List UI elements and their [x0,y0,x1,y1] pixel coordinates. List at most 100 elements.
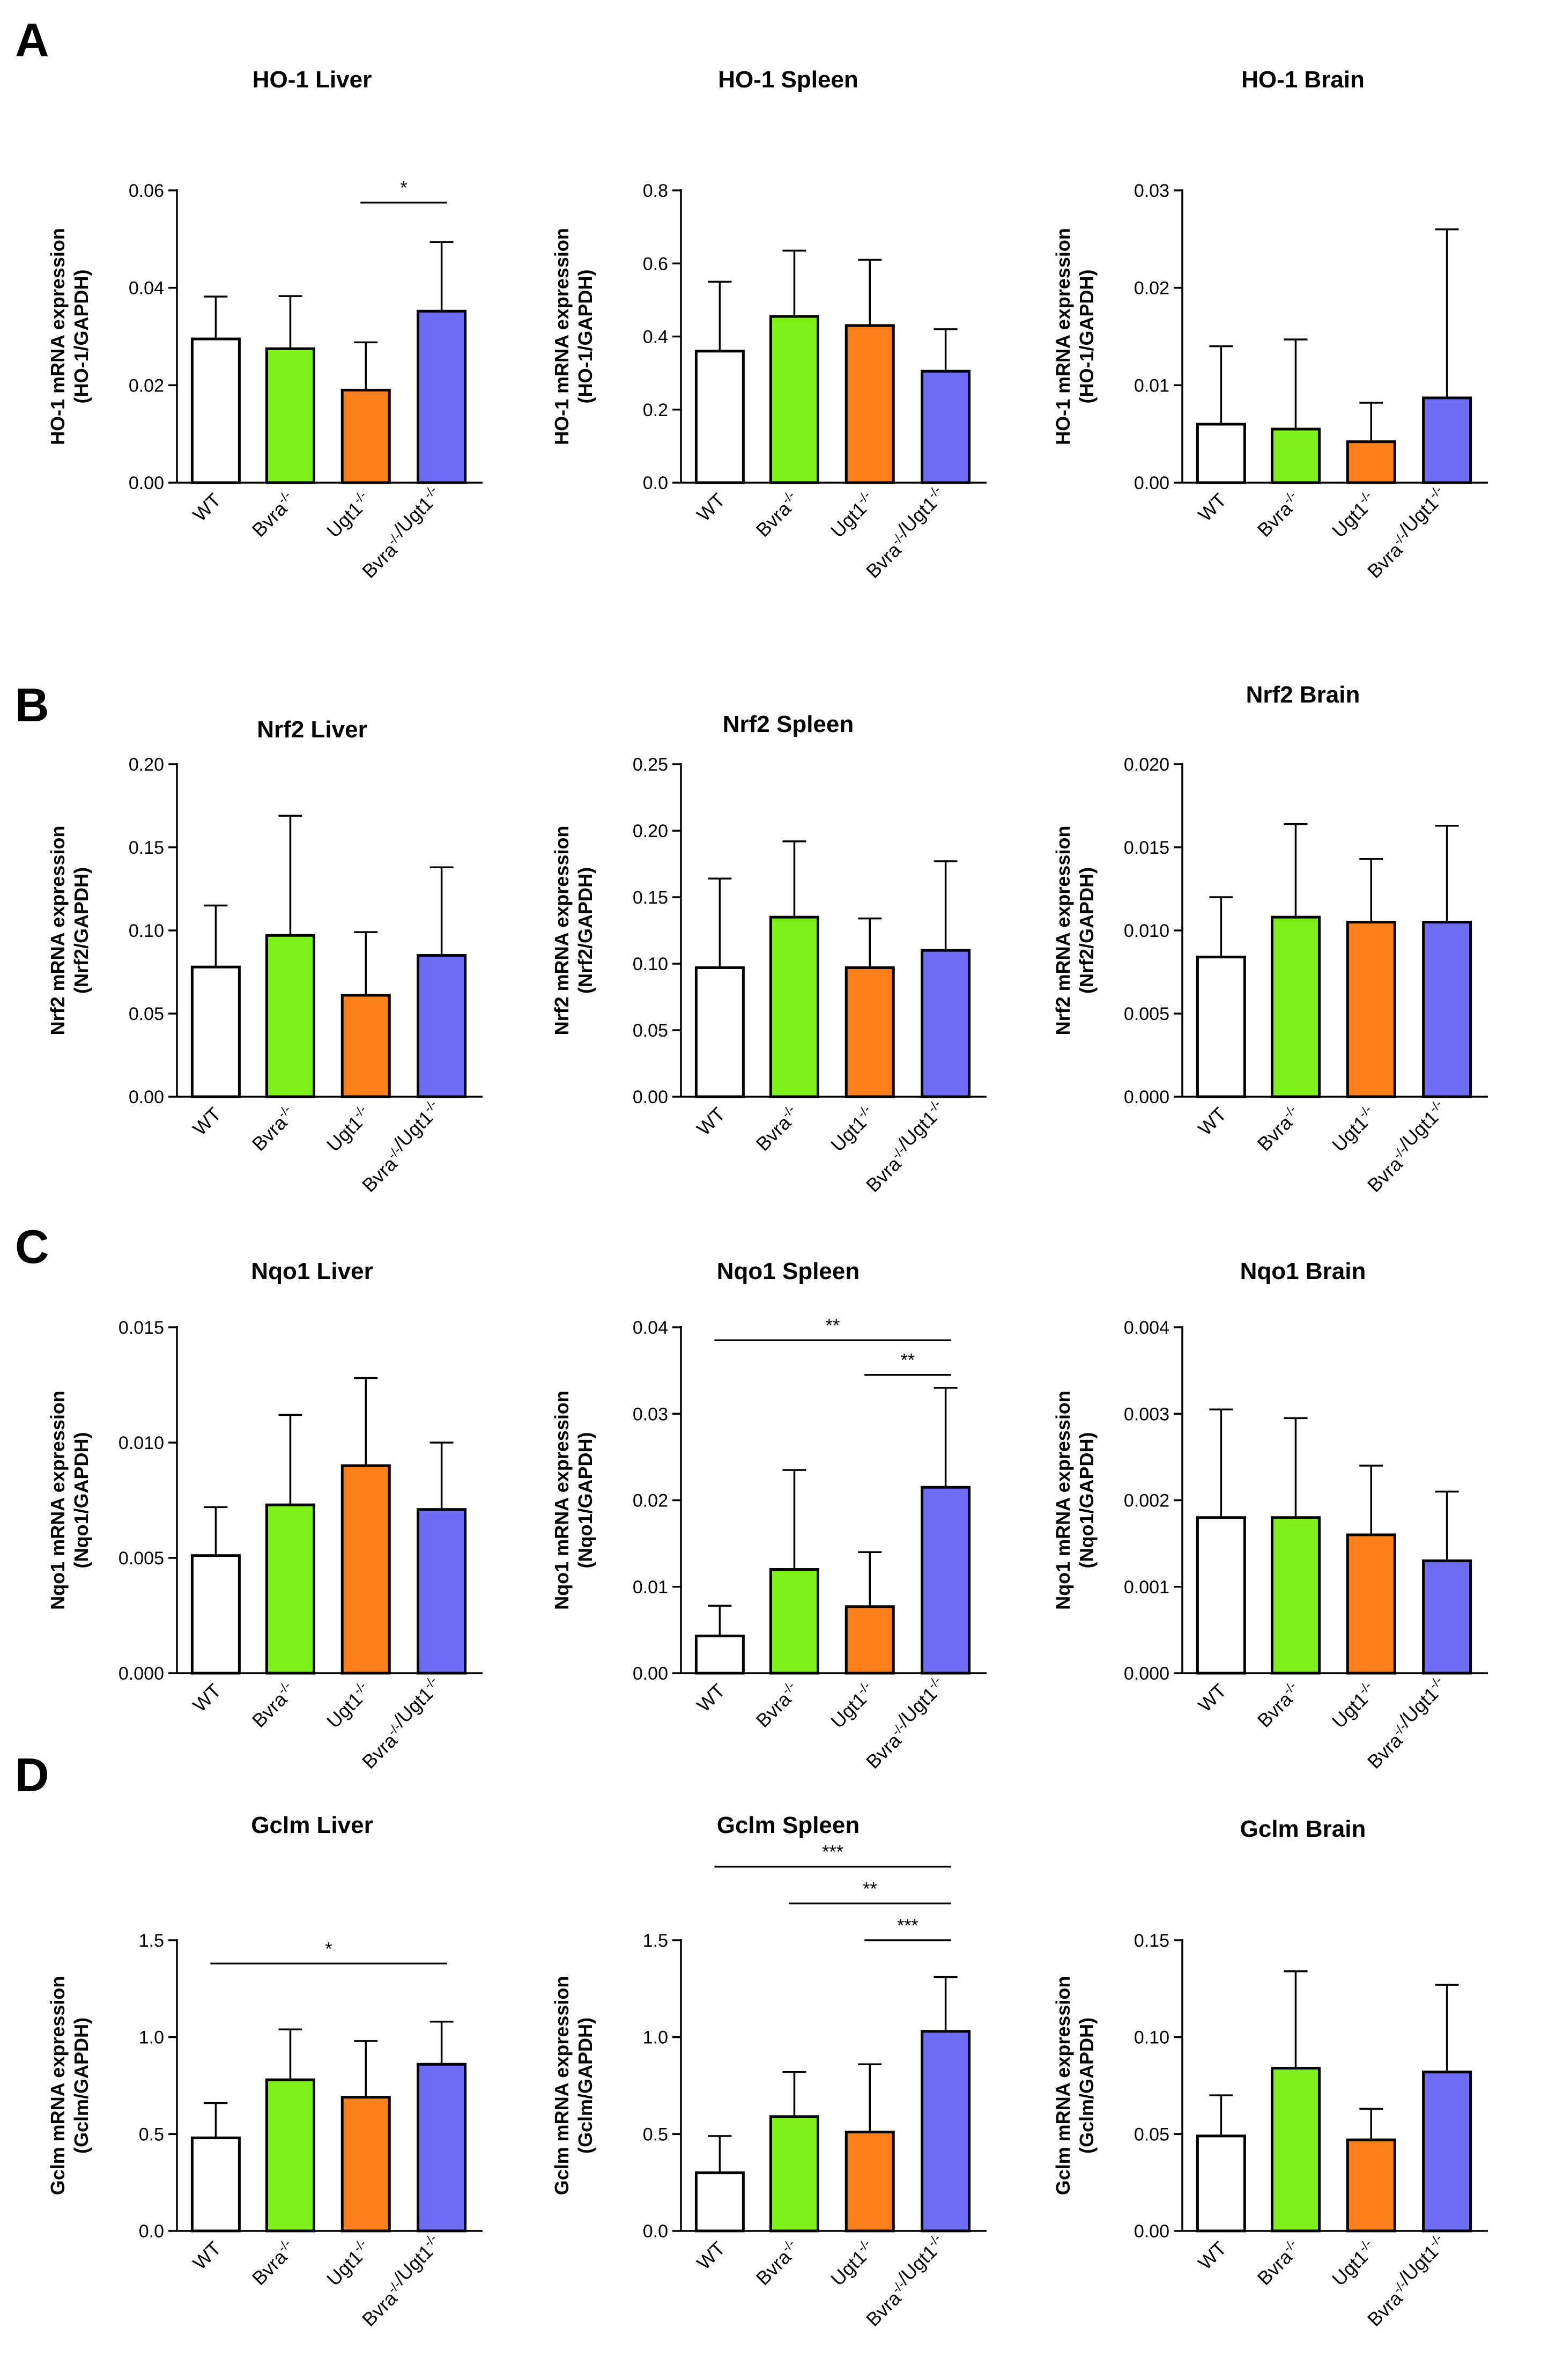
bar-bvra-ugt1 [921,949,971,1098]
x-tick-label: WT [1194,1680,1231,1717]
y-axis-label-line2: (Gclm/GAPDH) [574,2017,596,2154]
panel-letter-b: B [15,678,49,731]
bar-wt [1196,1516,1246,1675]
y-tick-label: 0.5 [643,2124,668,2145]
x-tick-label: Ugt1-/- [826,2236,879,2290]
y-axis-label-line2: (Nqo1/GAPDH) [1076,1432,1098,1569]
y-tick-label: 1.0 [139,2028,164,2048]
x-tick-label: WT [188,489,225,526]
chart-title: Nrf2 Liver [257,716,367,743]
y-tick-label: 0.15 [129,838,164,858]
y-axis-label: Gclm mRNA expression(Gclm/GAPDH) [47,1976,92,2196]
bar-bvra-ugt1 [417,1508,467,1675]
y-tick-label: 0.000 [118,1664,164,1684]
y-tick-label: 0.05 [1134,2124,1169,2145]
bar-bvra [1270,1516,1321,1675]
x-tick-label: Ugt1-/- [1327,2236,1381,2290]
x-tick-label: Bvra-/- [1252,1102,1305,1155]
y-axis-label: HO-1 mRNA expression(HO-1/GAPDH) [551,228,596,445]
x-tick-label: WT [692,1103,729,1140]
y-tick-label: 0.04 [129,278,164,299]
y-tick-label: 1.0 [643,2028,668,2048]
chart-nrf2-spleen: Nrf2 Spleen Nrf2 mRNA expression(Nrf2/GAP… [551,711,987,1196]
x-tick-label: Bvra-/- [1252,2236,1305,2289]
chart-nqo1-liver: Nqo1 Liver Nqo1 mRNA expression(Nqo1/GAPD… [47,1258,483,1773]
chart-title: Nrf2 Brain [1246,682,1360,708]
chart-gclm-liver: Gclm Liver Gclm mRNA expression(Gclm/GAPD… [47,1812,483,2331]
y-axis-label: Nrf2 mRNA expression(Nrf2/GAPDH) [1052,826,1098,1036]
y-tick-label: 0.020 [1124,755,1169,775]
bar-ugt1 [844,324,895,484]
significance-label: ** [901,1350,915,1371]
y-tick-label: 0.04 [633,1318,668,1338]
chart-ho1-brain: HO-1 Brain HO-1 mRNA expression(HO-1/GAPD… [1052,66,1488,582]
x-tick-label: Ugt1-/- [322,1679,375,1732]
x-tick-label: WT [692,1680,729,1717]
bar-ugt1 [340,388,391,484]
y-axis-label: Nqo1 mRNA expression(Nqo1/GAPDH) [1052,1391,1098,1610]
bar-bvra [769,2115,819,2233]
bar-ugt1 [340,994,391,1098]
chart-title: Nqo1 Spleen [717,1258,860,1284]
y-tick-label: 0.00 [1134,2221,1169,2242]
significance-label: ** [863,1879,877,1899]
bar-wt [190,965,241,1098]
y-tick-label: 0.01 [1134,375,1169,396]
x-tick-label: Bvra-/- [1252,488,1305,541]
x-tick-label: Ugt1-/- [1327,488,1381,542]
bar-bvra [1270,915,1321,1098]
y-tick-label: 0.15 [1134,1931,1169,1951]
chart-title: Gclm Liver [251,1812,373,1838]
bar-ugt1 [1346,2138,1396,2233]
y-tick-label: 1.5 [643,1931,668,1951]
x-tick-label: Ugt1-/- [826,1679,879,1732]
x-tick-label: Ugt1-/- [322,1102,375,1156]
x-tick-label: Bvra-/- [1252,1679,1305,1732]
y-axis-label-line1: Gclm mRNA expression [1052,1976,1074,2196]
y-tick-label: 0.000 [1124,1664,1169,1684]
x-tick-label: Bvra-/- [247,2236,300,2289]
bar-ugt1 [340,1464,391,1675]
y-tick-label: 0.01 [633,1577,668,1598]
chart-ho1-spleen: HO-1 Spleen HO-1 mRNA expression(HO-1/GAP… [551,66,987,582]
bar-bvra-ugt1 [1422,921,1472,1098]
x-tick-label: Ugt1-/- [826,1102,879,1156]
y-tick-label: 0.00 [129,1087,164,1107]
x-tick-label: Bvra-/- [751,488,804,541]
y-axis-label-line1: Nrf2 mRNA expression [47,826,69,1036]
y-axis-label-line2: (HO-1/GAPDH) [574,270,596,404]
bar-bvra [1270,2066,1321,2233]
y-tick-label: 0.005 [1124,1004,1169,1024]
y-axis-label-line2: (Nqo1/GAPDH) [70,1432,92,1569]
x-tick-label: Bvra-/- [751,2236,804,2289]
chart-gclm-spleen: Gclm Spleen Gclm mRNA expression(Gclm/GAP… [551,1812,987,2331]
y-tick-label: 0.010 [1124,921,1169,941]
y-tick-label: 0.00 [633,1664,668,1684]
bar-wt [1196,956,1246,1098]
bar-bvra [265,934,315,1098]
chart-title: Nqo1 Liver [251,1258,373,1284]
bar-ugt1 [844,2131,895,2233]
bar-ugt1 [1346,440,1396,484]
y-axis-label: Nqo1 mRNA expression(Nqo1/GAPDH) [551,1391,596,1610]
y-tick-label: 0.015 [1124,838,1169,858]
x-tick-label: WT [1194,1103,1231,1140]
x-tick-label: WT [692,489,729,526]
chart-title: Nqo1 Brain [1240,1258,1366,1284]
x-tick-label: WT [1194,2237,1231,2274]
y-axis-label-line2: (HO-1/GAPDH) [70,270,92,404]
x-tick-label: WT [188,2237,225,2274]
bar-bvra [265,347,315,484]
bar-bvra-ugt1 [1422,1559,1472,1675]
bar-ugt1 [844,1605,895,1675]
x-tick-label: WT [188,1680,225,1717]
significance-label: *** [822,1842,843,1862]
x-tick-label: Ugt1-/- [826,488,879,542]
bar-bvra-ugt1 [417,309,467,484]
y-axis-label: HO-1 mRNA expression(HO-1/GAPDH) [1052,228,1098,445]
y-tick-label: 0.5 [139,2124,164,2145]
y-tick-label: 0.000 [1124,1087,1169,1107]
bar-wt [1196,2134,1246,2233]
y-tick-label: 0.8 [643,181,668,201]
y-axis-label-line1: Gclm mRNA expression [551,1976,573,2196]
